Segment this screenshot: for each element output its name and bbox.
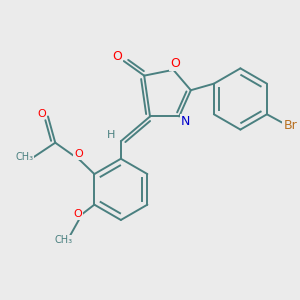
Text: Br: Br: [284, 119, 297, 132]
Text: O: O: [112, 50, 122, 63]
Text: O: O: [73, 209, 82, 219]
Text: CH₃: CH₃: [55, 236, 73, 245]
Text: N: N: [181, 115, 190, 128]
Text: H: H: [106, 130, 115, 140]
Text: O: O: [37, 109, 46, 118]
Text: O: O: [74, 149, 83, 159]
Text: CH₃: CH₃: [16, 152, 34, 162]
Text: O: O: [170, 57, 180, 70]
